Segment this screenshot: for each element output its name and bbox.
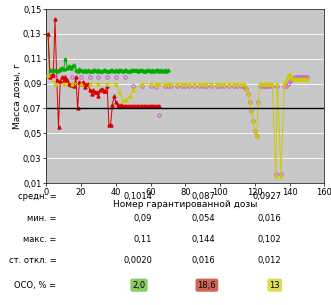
X-axis label: Номер гарантированной дозы: Номер гарантированной дозы: [113, 200, 258, 209]
Text: 0,0927: 0,0927: [252, 192, 281, 201]
Text: 2,0: 2,0: [132, 281, 146, 290]
Text: 18,6: 18,6: [198, 281, 216, 290]
Text: 0,09: 0,09: [134, 214, 152, 223]
Text: макс. =: макс. =: [23, 235, 56, 244]
Text: 0,102: 0,102: [258, 235, 281, 244]
Text: 0,0020: 0,0020: [123, 256, 152, 265]
Text: ОСО, % =: ОСО, % =: [14, 281, 56, 290]
Text: 0,144: 0,144: [192, 235, 215, 244]
Text: 0,054: 0,054: [192, 214, 215, 223]
Text: 0,016: 0,016: [258, 214, 281, 223]
Text: ст. откл. =: ст. откл. =: [9, 256, 56, 265]
Text: 0,012: 0,012: [258, 256, 281, 265]
Text: 13: 13: [269, 281, 280, 290]
Text: средн. =: средн. =: [18, 192, 56, 201]
Text: 0,087: 0,087: [191, 192, 215, 201]
Text: 0,016: 0,016: [191, 256, 215, 265]
Text: 0,1014: 0,1014: [123, 192, 152, 201]
Y-axis label: Масса дозы, г: Масса дозы, г: [13, 63, 22, 129]
Text: мин. =: мин. =: [27, 214, 56, 223]
Text: 0,11: 0,11: [134, 235, 152, 244]
